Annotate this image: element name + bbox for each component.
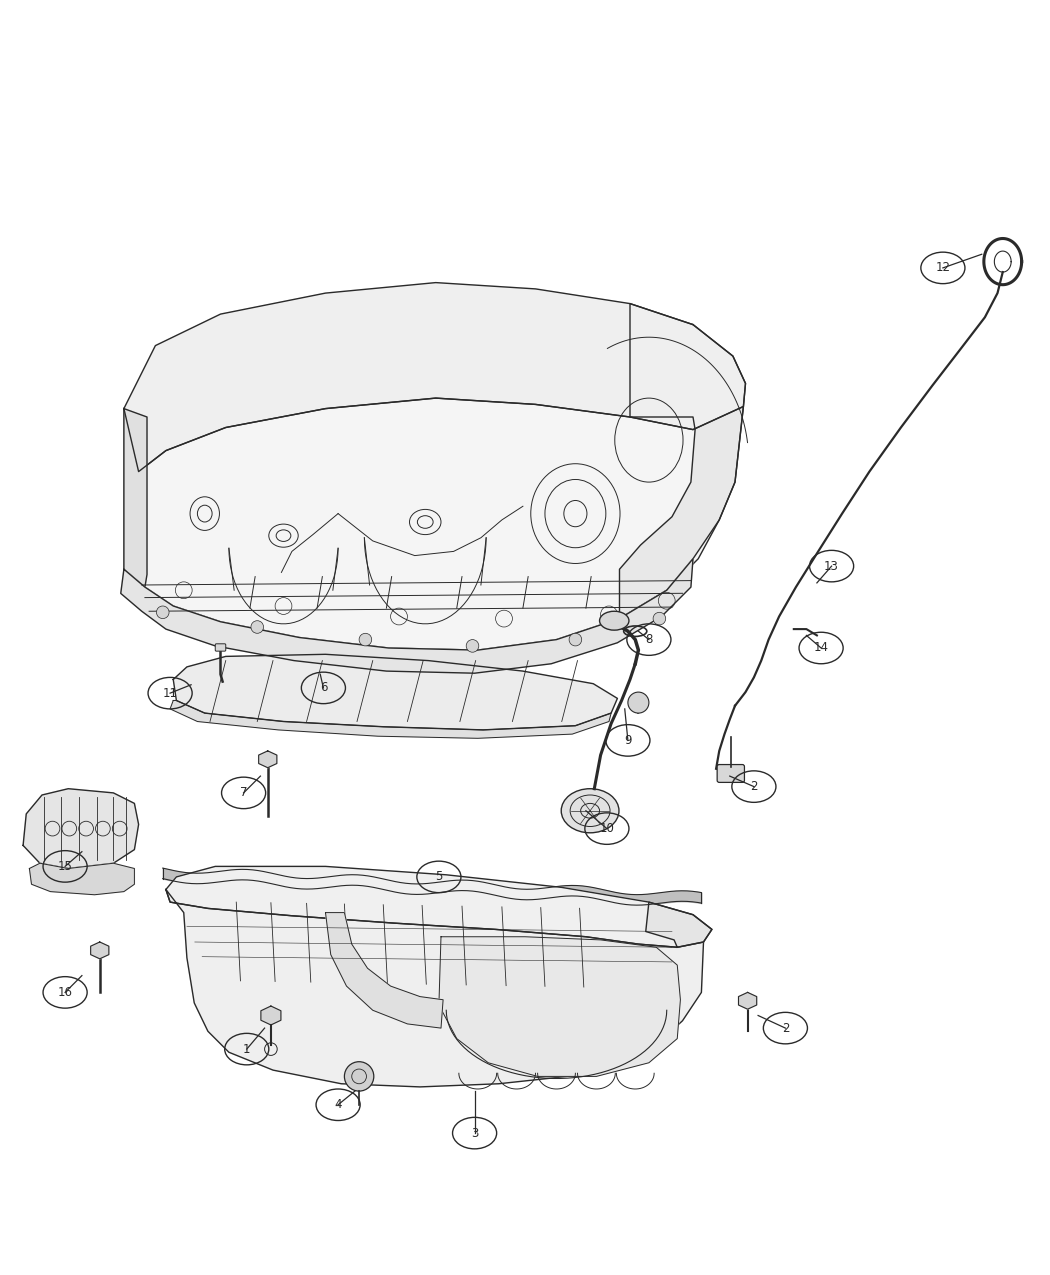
Circle shape (628, 692, 649, 713)
Ellipse shape (600, 611, 629, 630)
Polygon shape (170, 700, 611, 738)
Circle shape (466, 640, 479, 653)
Circle shape (653, 612, 666, 625)
Polygon shape (23, 789, 139, 868)
Text: 3: 3 (470, 1127, 479, 1140)
Text: 7: 7 (239, 787, 248, 799)
Text: 10: 10 (600, 822, 614, 835)
Text: 12: 12 (936, 261, 950, 274)
Circle shape (251, 621, 264, 634)
Text: 4: 4 (334, 1098, 342, 1112)
Text: 15: 15 (58, 859, 72, 873)
Polygon shape (173, 654, 617, 729)
Circle shape (344, 1062, 374, 1091)
Polygon shape (439, 937, 680, 1076)
Text: 8: 8 (645, 634, 653, 646)
Text: 13: 13 (824, 560, 839, 572)
Polygon shape (260, 1006, 281, 1025)
Polygon shape (738, 992, 757, 1010)
Polygon shape (121, 558, 693, 673)
Polygon shape (90, 942, 109, 959)
Polygon shape (166, 867, 712, 947)
Ellipse shape (561, 789, 620, 833)
Polygon shape (166, 890, 704, 1086)
Text: 1: 1 (243, 1043, 251, 1056)
Polygon shape (258, 751, 277, 768)
Polygon shape (124, 398, 743, 650)
Text: 5: 5 (435, 871, 443, 884)
Text: 6: 6 (319, 681, 328, 695)
Circle shape (359, 634, 372, 646)
Polygon shape (620, 303, 746, 618)
Polygon shape (29, 863, 134, 895)
Text: 2: 2 (750, 780, 758, 793)
Polygon shape (124, 408, 147, 586)
Polygon shape (646, 903, 712, 947)
Circle shape (156, 606, 169, 618)
Text: 16: 16 (58, 986, 72, 998)
Text: 11: 11 (163, 687, 177, 700)
Text: 14: 14 (814, 641, 828, 654)
Text: 2: 2 (781, 1021, 790, 1034)
Polygon shape (124, 283, 746, 472)
Circle shape (569, 634, 582, 646)
Polygon shape (326, 913, 443, 1028)
FancyBboxPatch shape (717, 765, 744, 783)
FancyBboxPatch shape (215, 644, 226, 652)
Text: 9: 9 (624, 734, 632, 747)
